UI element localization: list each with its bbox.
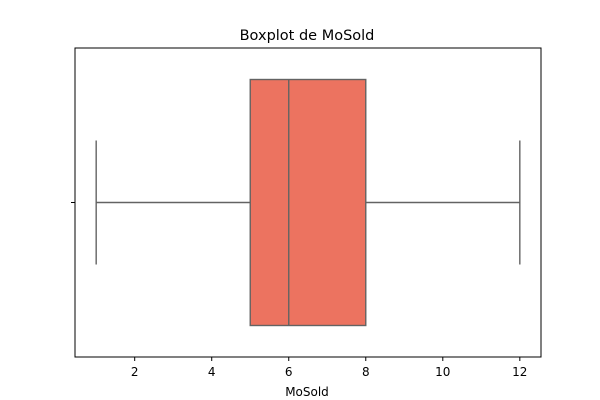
x-tick-label: 4 xyxy=(208,365,216,379)
interquartile-box xyxy=(249,78,367,327)
chart-title: Boxplot de MoSold xyxy=(240,28,375,44)
x-tick-label: 10 xyxy=(435,365,450,379)
x-axis-label: MoSold xyxy=(285,385,329,399)
x-tick-label: 12 xyxy=(512,365,527,379)
x-tick-label: 6 xyxy=(285,365,293,379)
x-tick-label: 2 xyxy=(131,365,139,379)
x-axis-ticks: 2 4 6 8 10 12 xyxy=(71,202,527,379)
plot-area xyxy=(74,47,542,358)
x-tick-label: 8 xyxy=(362,365,370,379)
